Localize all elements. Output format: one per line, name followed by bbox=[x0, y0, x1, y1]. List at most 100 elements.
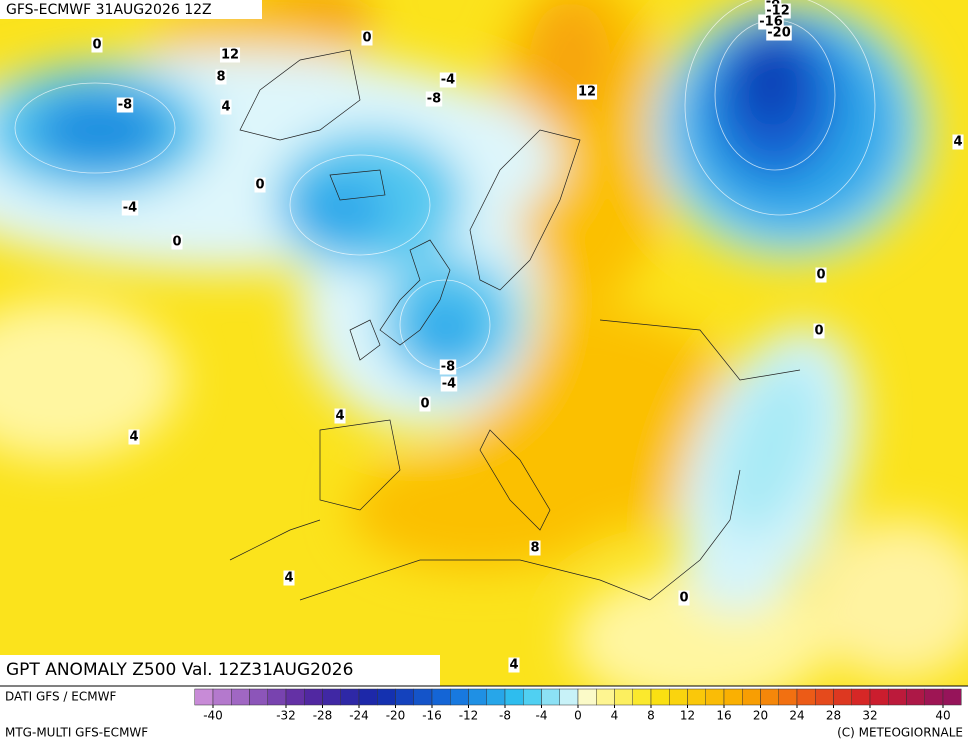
scale-swatch bbox=[523, 688, 542, 706]
contour-label-box bbox=[815, 267, 827, 283]
contour-label: 8 bbox=[216, 70, 225, 85]
contour-label: 0 bbox=[679, 591, 688, 606]
contour-label-box bbox=[215, 69, 227, 85]
scale-swatch bbox=[231, 688, 250, 706]
scale-tick-label: 20 bbox=[753, 709, 768, 723]
contour-label-box bbox=[766, 25, 792, 41]
scale-tick-label: 16 bbox=[716, 709, 731, 723]
scale-swatch bbox=[249, 688, 268, 706]
contour-label-box bbox=[576, 84, 598, 100]
scale-swatch bbox=[377, 688, 396, 706]
anomaly-field: GFS-ECMWF 31AUG2026 12Z 012840-4-8-80-40… bbox=[0, 0, 968, 686]
scale-swatch bbox=[395, 688, 414, 706]
scale-swatch bbox=[304, 688, 323, 706]
scale-swatch bbox=[212, 688, 232, 706]
map-title: GPT ANOMALY Z500 Val. 12Z31AUG2026 bbox=[6, 660, 353, 680]
scale-swatch bbox=[614, 688, 633, 706]
scale-tick-label: -24 bbox=[349, 709, 369, 723]
contour-label: -4 bbox=[441, 73, 455, 88]
header-title: GFS-ECMWF 31AUG2026 12Z bbox=[6, 2, 212, 18]
scale-tick-label: 40 bbox=[935, 709, 950, 723]
scale-tick-label: 8 bbox=[647, 709, 655, 723]
contour-label: 0 bbox=[816, 268, 825, 283]
contour-label-box bbox=[440, 376, 458, 392]
scale-tick-label: 24 bbox=[789, 709, 804, 723]
scale-tick-label: -4 bbox=[536, 709, 548, 723]
contour-label: -4 bbox=[123, 201, 137, 216]
contour-label: 0 bbox=[92, 38, 101, 53]
scale-swatch bbox=[942, 688, 962, 706]
contour-label: -4 bbox=[442, 377, 456, 392]
header-box bbox=[0, 0, 262, 19]
contour-label-box bbox=[128, 429, 140, 445]
contour-label: 0 bbox=[362, 31, 371, 46]
contour-label: 0 bbox=[172, 235, 181, 250]
contour-label-box bbox=[529, 540, 541, 556]
contour-label-box bbox=[171, 234, 183, 250]
contour-label: 12 bbox=[221, 48, 239, 63]
scale-tick-label: 12 bbox=[680, 709, 695, 723]
scale-swatch bbox=[833, 688, 852, 706]
contour-label-box bbox=[220, 99, 232, 115]
scale-swatch bbox=[705, 688, 725, 706]
contour-label-box bbox=[439, 359, 457, 375]
scale-tick-label: 4 bbox=[611, 709, 619, 723]
scale-tick-label: 0 bbox=[574, 709, 582, 723]
scale-swatch bbox=[285, 688, 305, 706]
credit: (C) METEOGIORNALE bbox=[837, 726, 963, 740]
contour-label: 0 bbox=[814, 324, 823, 339]
scale-tick-label: -8 bbox=[499, 709, 511, 723]
title-box bbox=[0, 655, 440, 686]
scale-swatch bbox=[888, 688, 907, 706]
scale-swatch bbox=[267, 688, 287, 706]
contour-label-box bbox=[283, 570, 295, 586]
scale-swatch bbox=[450, 688, 469, 706]
scale-swatch bbox=[431, 688, 451, 706]
scale-tick-label: -28 bbox=[313, 709, 333, 723]
contour-labels: 012840-4-8-80-4012-8-12-16-20400-8-40448… bbox=[91, 0, 964, 673]
contour-label-box bbox=[508, 657, 520, 673]
contour-label-box bbox=[334, 408, 346, 424]
contour-label: -8 bbox=[441, 360, 455, 375]
scale-swatch bbox=[723, 688, 743, 706]
contour-label-box bbox=[116, 97, 134, 113]
scale-tick-label: -12 bbox=[459, 709, 479, 723]
scale-swatch bbox=[340, 688, 360, 706]
contour-label: -20 bbox=[767, 26, 791, 41]
contour-label-box bbox=[219, 47, 241, 63]
scale-swatch bbox=[669, 688, 688, 706]
contour-label-box bbox=[425, 91, 443, 107]
contour-label-box bbox=[91, 37, 103, 53]
contour-label: 4 bbox=[509, 658, 518, 673]
contour-label-box bbox=[419, 396, 431, 412]
scale-swatch bbox=[650, 688, 670, 706]
scale-tick-label: 32 bbox=[862, 709, 877, 723]
contour-label-box bbox=[361, 30, 373, 46]
contour-label-box bbox=[952, 134, 964, 150]
contour-label: 4 bbox=[953, 135, 962, 150]
scale-swatch bbox=[194, 688, 214, 706]
contour-label-box bbox=[121, 200, 139, 216]
contour-label: 12 bbox=[578, 85, 596, 100]
contour-label-box bbox=[254, 177, 266, 193]
contour-label-box bbox=[813, 323, 825, 339]
scale-swatch bbox=[906, 688, 925, 706]
scale-swatch bbox=[778, 688, 798, 706]
scale-swatch bbox=[742, 688, 761, 706]
scale-swatch bbox=[632, 688, 652, 706]
contour-label: 4 bbox=[221, 100, 230, 115]
color-scale: -40 -32 -28 -24 -20 -16 -12 -8 -4 0 4 8 12 16 20 24 28 32… bbox=[194, 688, 962, 723]
scale-swatch bbox=[577, 688, 597, 706]
scale-swatch bbox=[322, 688, 341, 706]
scale-swatch bbox=[687, 688, 706, 706]
scale-swatch bbox=[541, 688, 560, 706]
scale-swatch bbox=[815, 688, 834, 706]
scale-swatch bbox=[486, 688, 506, 706]
scale-swatch bbox=[504, 688, 524, 706]
scale-swatch bbox=[924, 688, 944, 706]
scale-swatch bbox=[851, 688, 871, 706]
contour-label-box bbox=[439, 72, 457, 88]
scale-swatch bbox=[358, 688, 378, 706]
